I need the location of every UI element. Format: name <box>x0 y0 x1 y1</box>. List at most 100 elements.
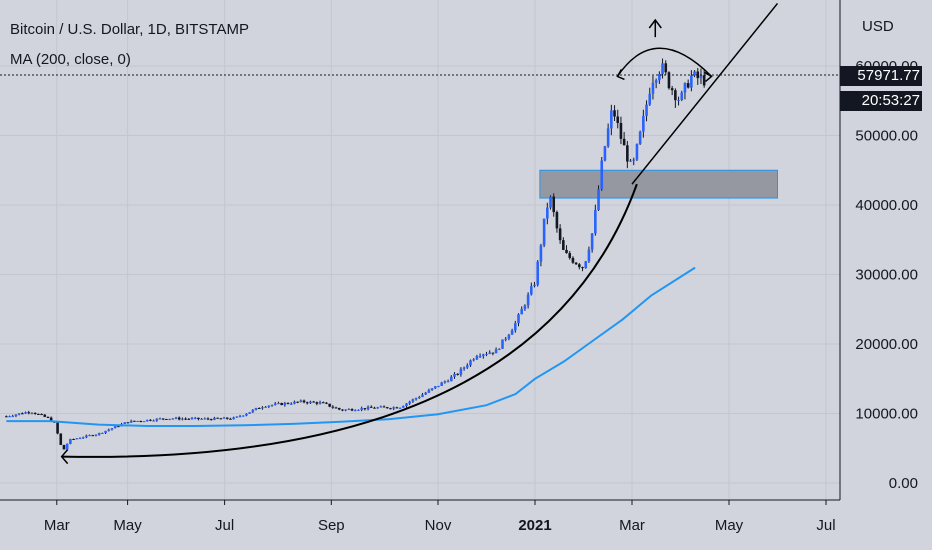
candle-body <box>514 323 517 331</box>
candle-body <box>261 407 264 409</box>
candle-body <box>405 403 408 407</box>
x-tick-label: Jul <box>816 517 835 534</box>
candle-body <box>568 253 572 258</box>
candle-body <box>523 305 527 310</box>
candle-body <box>520 309 524 315</box>
support-zone-layer <box>539 169 778 199</box>
up-arrowhead <box>648 18 662 29</box>
candle-body <box>421 394 424 397</box>
candle-body <box>590 233 594 250</box>
candle-body <box>373 407 376 409</box>
candle-body <box>574 262 578 265</box>
candle-body <box>248 412 251 414</box>
y-tick-label: 0.00 <box>889 475 918 492</box>
top-arc <box>616 47 713 77</box>
candle-body <box>97 432 101 435</box>
candle-body <box>578 264 581 268</box>
candle-body <box>136 420 139 422</box>
candle-body <box>181 418 184 420</box>
candle-body <box>629 160 632 162</box>
candle-body <box>683 83 687 93</box>
candle-body <box>27 412 31 414</box>
candle-body <box>267 405 271 407</box>
candle-body <box>190 418 194 420</box>
candle-body <box>670 88 674 91</box>
candle-body <box>264 406 267 408</box>
y-tick-label: 40000.00 <box>855 197 918 214</box>
candle-body <box>449 376 453 382</box>
candle-body <box>37 413 40 415</box>
candle-body <box>152 420 155 422</box>
candle-body <box>491 352 495 354</box>
candle-body <box>648 93 652 105</box>
candle-body <box>552 196 556 213</box>
candle-body <box>302 400 306 403</box>
candle-body <box>78 438 82 440</box>
candle-body <box>699 75 703 79</box>
candle-body <box>177 417 181 420</box>
candle-body <box>389 408 392 410</box>
candle-body <box>379 406 383 408</box>
candle-body <box>453 373 456 377</box>
candle-body <box>331 406 335 408</box>
currency-label[interactable]: USD <box>862 18 894 35</box>
candle-body <box>49 417 53 422</box>
candle-body <box>507 334 511 339</box>
candle-body <box>510 330 514 335</box>
candle-body <box>610 110 613 129</box>
candle-body <box>427 390 431 393</box>
candle-body <box>472 359 475 361</box>
candle-body <box>5 416 8 418</box>
candle-body <box>674 90 677 101</box>
candle-body <box>680 92 684 100</box>
x-tick-label: May <box>715 517 744 534</box>
candle-body <box>113 426 117 429</box>
candle-body <box>171 418 175 420</box>
candle-body <box>69 439 72 444</box>
candle-body <box>11 415 15 417</box>
trend-line <box>631 2 779 185</box>
candle-body <box>110 428 114 430</box>
candle-body <box>642 115 645 132</box>
candle-body <box>465 365 469 368</box>
candle-body <box>619 122 623 139</box>
candle-body <box>30 412 34 414</box>
candle-body <box>494 349 498 354</box>
x-axis: Mar May Jul Sep Nov 2021 Mar May Jul <box>0 499 840 534</box>
candle-body <box>462 367 466 369</box>
candle-body <box>594 210 597 234</box>
candle-body <box>414 398 418 400</box>
curve-arrowhead <box>60 449 69 465</box>
candle-body <box>139 420 143 422</box>
candle-body <box>571 257 575 263</box>
candle-body <box>286 402 290 404</box>
candle-body <box>584 261 588 269</box>
candle-body <box>530 286 533 295</box>
candle-body <box>168 418 171 420</box>
candle-body <box>437 385 440 387</box>
y-tick-label: 30000.00 <box>855 267 918 284</box>
candle-body <box>229 418 232 420</box>
candle-body <box>277 403 280 405</box>
candle-body <box>149 419 152 421</box>
arc-left-arrowhead <box>616 69 625 81</box>
candle-body <box>334 407 338 409</box>
candle-body <box>658 74 661 81</box>
candle-body <box>309 401 312 404</box>
candle-body <box>661 63 664 75</box>
ma-legend: MA (200, close, 0) <box>10 51 131 68</box>
candle-body <box>475 356 479 360</box>
candle-body <box>526 294 530 306</box>
candle-body <box>187 418 191 420</box>
candle-body <box>606 128 610 147</box>
candle-body <box>91 435 95 437</box>
candle-body <box>366 406 370 410</box>
candle-body <box>632 159 636 161</box>
candle-body <box>401 406 405 408</box>
candle-body <box>651 82 655 94</box>
candle-body <box>206 418 210 420</box>
candle-body <box>225 417 229 419</box>
candle-body <box>174 417 178 419</box>
ma-200-line <box>6 266 696 427</box>
